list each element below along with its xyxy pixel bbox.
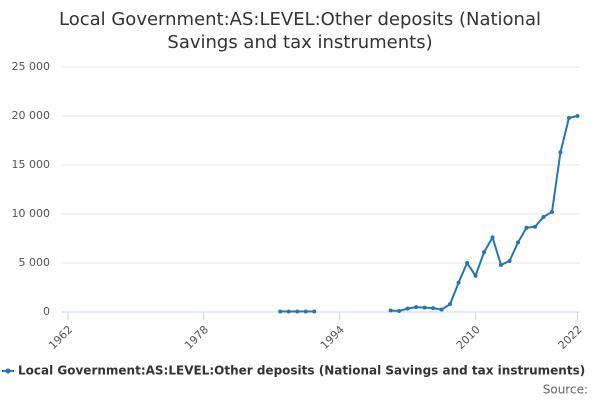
data-point: [312, 309, 317, 314]
data-point: [566, 115, 571, 120]
data-point: [405, 306, 410, 311]
data-point: [414, 305, 419, 310]
data-point: [516, 240, 521, 245]
data-point: [278, 309, 283, 314]
data-point: [490, 235, 495, 240]
y-tick-label: 0: [43, 305, 50, 318]
source-label: Source:: [543, 383, 588, 397]
data-point: [549, 210, 554, 215]
x-tick-label: 1994: [318, 323, 347, 352]
data-point: [575, 114, 580, 118]
legend-marker: [5, 368, 11, 374]
x-tick-label: 1978: [182, 323, 211, 352]
y-tick-label: 15 000: [12, 158, 51, 171]
data-point: [295, 309, 300, 314]
data-point: [448, 302, 453, 307]
y-tick-label: 20 000: [12, 109, 51, 122]
data-point: [499, 262, 504, 267]
x-tick-label: 2022: [556, 323, 585, 352]
x-tick-label: 2010: [454, 323, 483, 352]
data-point: [558, 150, 563, 155]
data-point: [388, 308, 393, 313]
data-point: [431, 306, 436, 311]
data-point: [507, 259, 512, 264]
data-point: [532, 224, 537, 229]
data-point: [303, 309, 308, 314]
legend-label: Local Government:AS:LEVEL:Other deposits…: [18, 364, 585, 378]
data-point: [286, 309, 291, 314]
data-point: [482, 250, 487, 255]
y-tick-label: 10 000: [12, 207, 51, 220]
data-point: [465, 261, 470, 265]
data-point: [456, 280, 461, 285]
data-point: [397, 309, 402, 314]
data-point: [422, 305, 427, 310]
data-point: [541, 214, 546, 219]
x-tick-label: 1962: [46, 323, 75, 352]
data-point: [439, 307, 444, 312]
y-tick-label: 5 000: [19, 256, 51, 269]
data-point: [524, 225, 529, 230]
chart-title: Local Government:AS:LEVEL:Other deposits…: [58, 9, 541, 53]
data-point: [473, 273, 478, 278]
y-tick-label: 25 000: [12, 60, 51, 73]
